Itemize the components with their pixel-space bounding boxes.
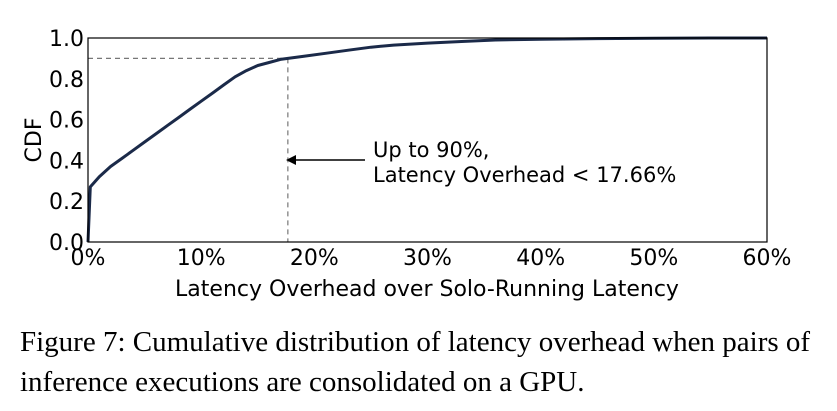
y-tick-label: 0.4	[49, 149, 84, 174]
y-axis-ticks: 0.0 0.2 0.4 0.6 0.8 1.0	[49, 27, 84, 256]
x-axis-title: Latency Overhead over Solo-Running Laten…	[175, 277, 679, 302]
x-tick-label: 50%	[629, 246, 678, 271]
x-axis-ticks: 0% 10% 20% 30% 40% 50% 60%	[71, 246, 792, 271]
plot-frame	[87, 37, 768, 243]
x-tick-label: 0%	[71, 246, 106, 271]
y-tick-label: 0.6	[49, 109, 84, 134]
x-tick-label: 20%	[290, 246, 339, 271]
x-tick-label: 40%	[516, 246, 565, 271]
y-tick-label: 0.2	[49, 190, 84, 215]
cdf-chart: 0% 10% 20% 30% 40% 50% 60% 0.00.20.40.60.81.0 …	[22, 27, 792, 302]
annotation-line-1: Up to 90%,	[373, 138, 489, 162]
y-tick-label: 0.8	[49, 68, 84, 93]
figure-caption: Figure 7: Cumulative distribution of lat…	[20, 326, 811, 398]
y-tick-label: 1.0	[49, 27, 84, 52]
cdf-series	[86, 36, 767, 243]
x-tick-label: 60%	[743, 246, 792, 271]
x-tick-label: 10%	[177, 246, 226, 271]
y-tick-label: 0.0	[49, 231, 84, 256]
reference-lines	[88, 57, 289, 242]
annotation-line-2: Latency Overhead < 17.66%	[373, 163, 676, 187]
y-axis-title: CDF	[22, 118, 47, 163]
x-tick-label: 30%	[403, 246, 452, 271]
cdf-line-0	[86, 36, 767, 243]
